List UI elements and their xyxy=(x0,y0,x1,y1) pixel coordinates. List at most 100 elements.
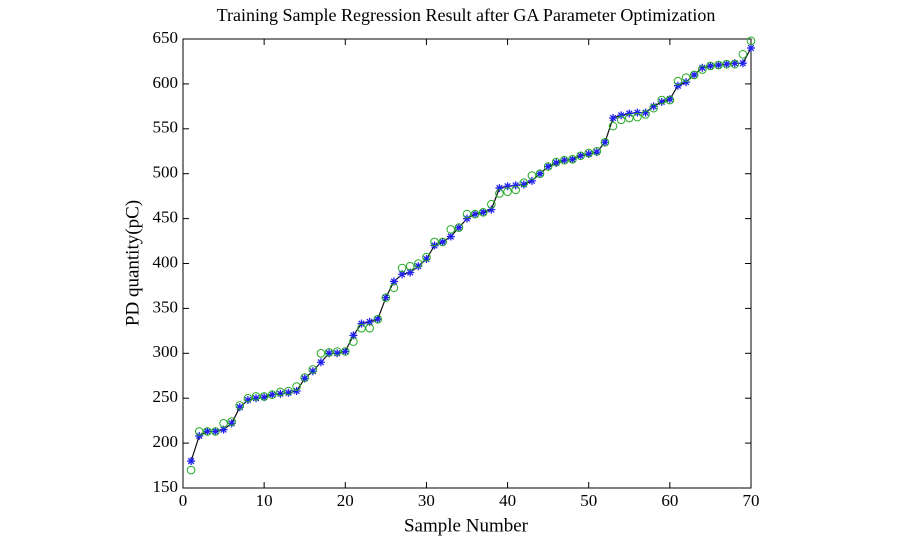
y-tick-label: 200 xyxy=(153,432,179,451)
point xyxy=(584,148,594,158)
point xyxy=(316,349,326,358)
point xyxy=(738,59,747,68)
point xyxy=(235,403,244,412)
point xyxy=(730,59,740,69)
point xyxy=(681,73,691,82)
point xyxy=(325,349,334,358)
point xyxy=(641,110,650,119)
point xyxy=(414,259,423,268)
point xyxy=(600,138,609,147)
point xyxy=(300,374,309,383)
point xyxy=(333,349,342,358)
point xyxy=(609,114,618,123)
point xyxy=(454,223,463,232)
x-tick-label: 20 xyxy=(337,491,354,510)
point xyxy=(251,392,261,401)
point xyxy=(414,262,423,271)
point xyxy=(624,113,634,123)
point xyxy=(373,314,383,324)
point xyxy=(714,61,723,70)
y-tick-label: 550 xyxy=(153,118,179,137)
x-tick-label: 0 xyxy=(179,491,188,510)
y-tick-label: 350 xyxy=(153,297,179,316)
point xyxy=(584,149,593,158)
point xyxy=(219,419,228,428)
point xyxy=(673,76,683,86)
point xyxy=(260,393,269,402)
point xyxy=(381,293,390,302)
y-tick-label: 600 xyxy=(153,73,179,92)
point xyxy=(194,427,204,436)
y-tick-label: 250 xyxy=(153,387,179,406)
point xyxy=(195,431,204,440)
point xyxy=(511,185,520,195)
point xyxy=(568,155,577,164)
point xyxy=(600,137,610,147)
point xyxy=(463,214,471,223)
point xyxy=(284,388,293,397)
point xyxy=(592,148,601,157)
point xyxy=(543,162,553,171)
point xyxy=(527,176,536,185)
y-tick-label: 300 xyxy=(153,342,179,361)
point xyxy=(284,386,293,396)
point xyxy=(552,158,561,167)
point xyxy=(357,323,366,333)
point xyxy=(495,184,504,193)
point xyxy=(673,81,682,90)
point xyxy=(665,95,674,104)
point xyxy=(462,209,472,219)
point xyxy=(203,427,212,436)
point xyxy=(641,108,650,117)
point xyxy=(446,232,455,241)
point xyxy=(633,108,642,117)
point xyxy=(536,169,545,178)
point xyxy=(617,111,626,120)
y-tick-label: 400 xyxy=(153,252,179,271)
point xyxy=(219,425,228,434)
point xyxy=(689,70,699,80)
point xyxy=(519,180,528,189)
point xyxy=(381,293,391,302)
point xyxy=(698,65,707,74)
point xyxy=(560,155,569,165)
point xyxy=(349,337,358,346)
point xyxy=(454,223,464,232)
point xyxy=(438,237,447,246)
point xyxy=(211,427,220,436)
point xyxy=(446,225,456,234)
point xyxy=(649,102,658,111)
point xyxy=(576,151,585,160)
x-tick-label: 40 xyxy=(499,491,516,510)
point xyxy=(276,389,285,398)
point xyxy=(235,401,245,410)
point xyxy=(357,319,366,328)
x-axis-label: Sample Number xyxy=(404,515,529,536)
x-tick-label: 30 xyxy=(418,491,435,510)
point xyxy=(657,95,667,105)
point xyxy=(665,95,675,105)
point xyxy=(544,162,553,171)
point xyxy=(276,387,285,397)
point xyxy=(422,255,431,264)
plot-frame xyxy=(182,38,752,489)
point xyxy=(292,387,301,396)
point xyxy=(698,63,707,72)
point xyxy=(471,210,480,219)
point xyxy=(324,348,334,357)
point xyxy=(746,36,756,46)
point xyxy=(487,205,496,214)
point xyxy=(608,121,618,131)
point xyxy=(389,283,399,293)
point xyxy=(503,187,512,196)
point xyxy=(714,60,723,70)
point xyxy=(227,417,236,426)
point xyxy=(568,155,577,164)
point xyxy=(227,419,236,428)
point xyxy=(503,182,512,191)
point xyxy=(267,390,277,399)
point xyxy=(495,189,504,198)
point xyxy=(551,157,561,167)
point xyxy=(211,427,220,436)
